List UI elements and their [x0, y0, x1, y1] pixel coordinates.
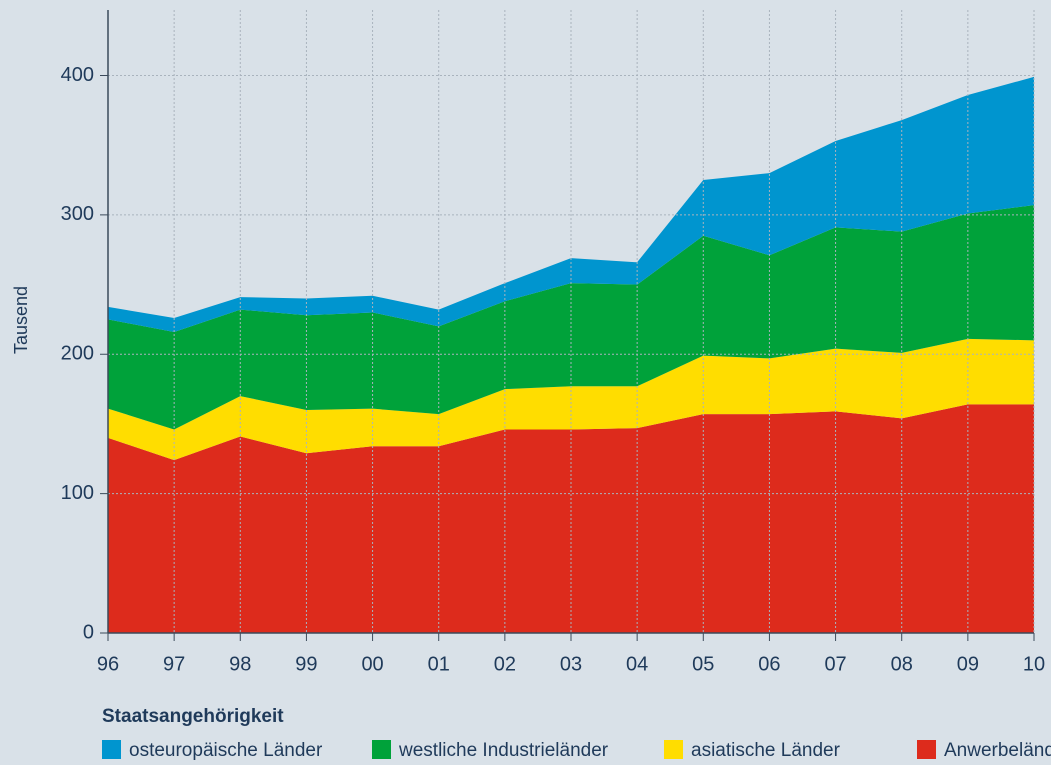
x-tick-label: 03	[560, 653, 582, 675]
x-tick-label: 98	[229, 653, 251, 675]
x-tick-label: 97	[163, 653, 185, 675]
x-tick-label: 04	[626, 653, 648, 675]
x-tick-label: 08	[891, 653, 913, 675]
x-tick-label: 05	[692, 653, 714, 675]
x-tick-label: 10	[1023, 653, 1045, 675]
legend-label: osteuropäische Länder	[129, 740, 323, 761]
x-tick-label: 96	[97, 653, 119, 675]
legend-label: Anwerbeländer	[944, 740, 1051, 761]
x-tick-label: 06	[758, 653, 780, 675]
legend-label: asiatische Länder	[691, 740, 841, 761]
legend-swatch	[917, 740, 936, 759]
x-tick-label: 00	[361, 653, 383, 675]
legend-swatch	[664, 740, 683, 759]
y-tick-label: 300	[61, 203, 94, 225]
x-tick-label: 01	[428, 653, 450, 675]
y-tick-label: 0	[83, 621, 94, 643]
legend-swatch	[372, 740, 391, 759]
y-tick-label: 100	[61, 482, 94, 504]
x-tick-label: 99	[295, 653, 317, 675]
x-tick-label: 07	[824, 653, 846, 675]
x-tick-label: 02	[494, 653, 516, 675]
legend-swatch	[102, 740, 121, 759]
legend-title: Staatsangehörigkeit	[102, 706, 284, 727]
legend-label: westliche Industrieländer	[398, 740, 609, 761]
x-tick-label: 09	[957, 653, 979, 675]
y-tick-label: 400	[61, 64, 94, 86]
area	[108, 205, 1034, 430]
y-tick-label: 200	[61, 343, 94, 365]
y-axis-label: Tausend	[11, 286, 31, 354]
area	[108, 76, 1034, 332]
